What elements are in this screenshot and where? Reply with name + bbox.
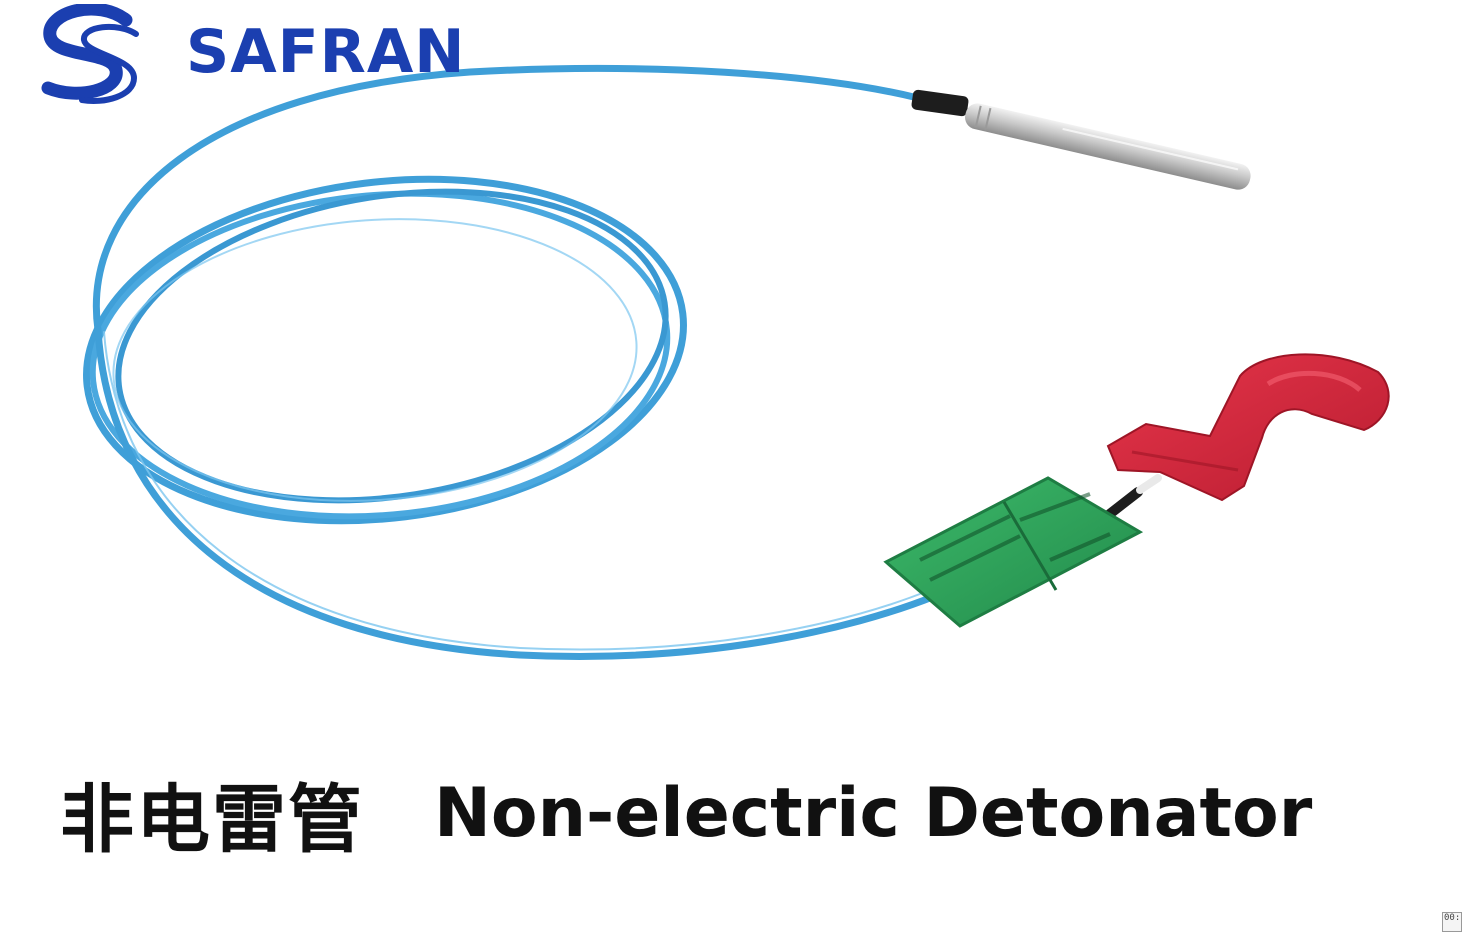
safran-logo: SAFRAN [38,4,465,108]
corner-timestamp-widget[interactable]: 00: [1442,912,1462,932]
red-clip [1106,353,1390,502]
crimp-sleeve [911,89,969,117]
green-tag [883,476,1144,628]
shock-tube-coil [83,175,687,525]
shock-tube-lower-run [94,326,939,660]
caption-english: Non-electric Detonator [434,773,1313,853]
detonator-shell [965,103,1251,190]
caption-chinese: 非电雷管 [60,776,364,863]
safran-swoosh-icon [41,4,139,104]
caption: 非电雷管 Non-electric Detonator [60,768,1313,863]
detonator-illustration [83,64,1390,660]
safran-wordmark: SAFRAN [186,17,466,87]
shock-tube-upper-run [93,64,922,334]
